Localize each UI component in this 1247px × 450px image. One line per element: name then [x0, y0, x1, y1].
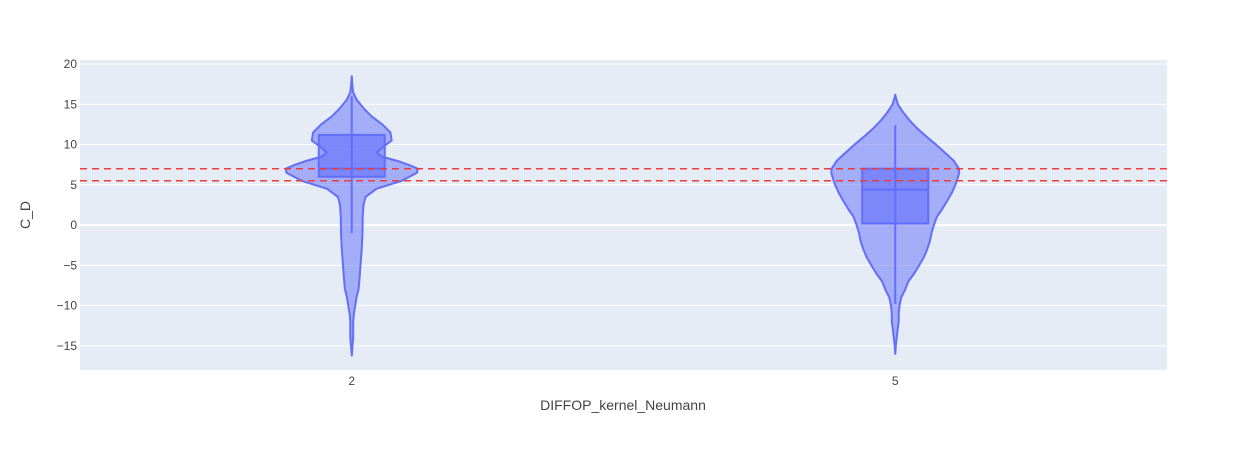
y-tick-label: −5 — [63, 258, 77, 272]
y-tick-label: −15 — [57, 339, 78, 353]
violin-box — [861, 167, 930, 225]
violins — [284, 75, 961, 357]
x-tick-label: 5 — [892, 374, 899, 388]
violin-box — [317, 133, 386, 178]
y-axis-title: C_D — [17, 201, 33, 229]
y-tick-label: −10 — [57, 299, 78, 313]
y-tick-label: 20 — [64, 57, 78, 71]
y-tick-label: 15 — [64, 97, 78, 111]
plot-area — [80, 60, 1167, 370]
x-tick-label: 2 — [348, 374, 355, 388]
y-axis-ticks: −15 −10 −5 0 5 10 15 20 — [57, 57, 78, 353]
y-tick-label: 0 — [70, 218, 77, 232]
reference-lines — [80, 167, 1167, 182]
y-tick-label: 10 — [64, 138, 78, 152]
y-tick-label: 5 — [70, 178, 77, 192]
x-axis-title: DIFFOP_kernel_Neumann — [540, 397, 706, 413]
grid-lines — [80, 63, 1167, 347]
